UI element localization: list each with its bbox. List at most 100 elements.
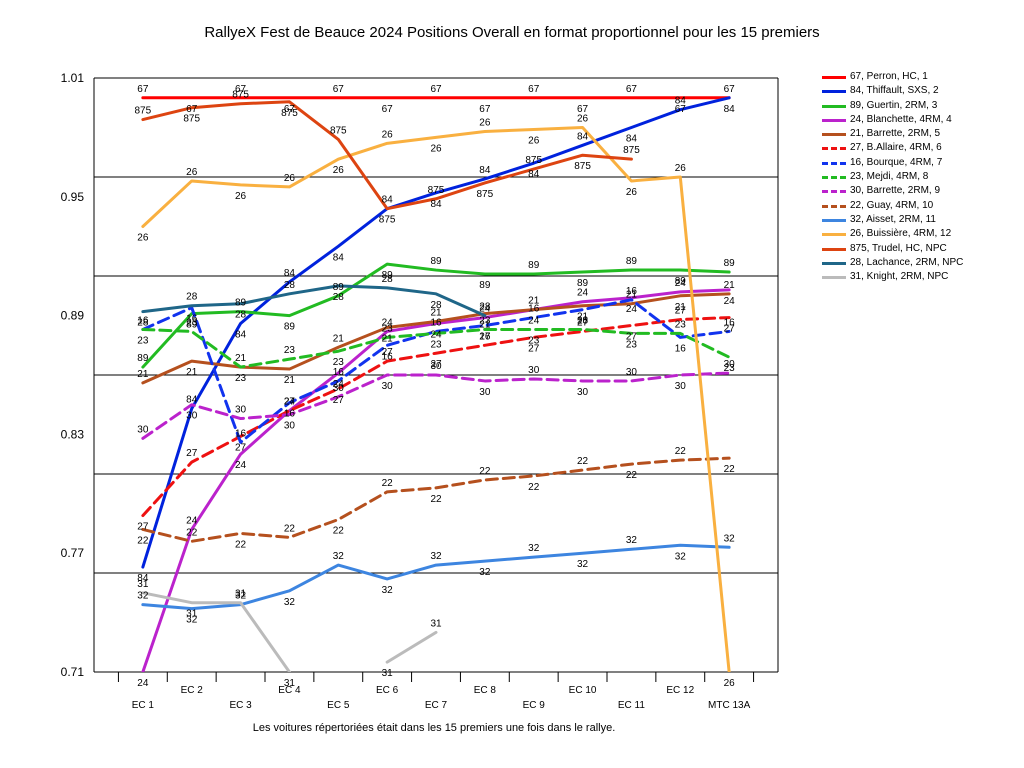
- data-label-32: 32: [186, 615, 198, 626]
- legend-swatch: [822, 204, 846, 208]
- data-label-16: 16: [479, 332, 491, 343]
- data-label-89: 89: [186, 320, 198, 331]
- data-label-32: 32: [724, 533, 736, 544]
- data-label-32: 32: [626, 535, 638, 546]
- data-label-84: 84: [724, 104, 736, 115]
- legend-item: 16, Bourque, 4RM, 7: [822, 156, 1022, 170]
- legend-swatch: [822, 218, 846, 222]
- data-label-26: 26: [528, 135, 540, 146]
- y-tick-label: 0.89: [61, 309, 85, 323]
- data-label-21: 21: [528, 296, 540, 307]
- data-label-28: 28: [382, 274, 394, 285]
- data-label-23: 23: [675, 319, 687, 330]
- data-label-24: 24: [577, 288, 589, 299]
- legend-swatch: [822, 104, 846, 108]
- legend-swatch: [822, 76, 846, 79]
- chart-footnote: Les voitures répertoriées était dans les…: [252, 722, 616, 734]
- data-label-28: 28: [235, 310, 247, 321]
- data-label-22: 22: [382, 478, 394, 489]
- x-tick-label: MTC 13A: [708, 700, 751, 711]
- legend-swatch: [822, 176, 846, 180]
- data-label-22: 22: [235, 539, 247, 550]
- data-label-23: 23: [186, 317, 198, 328]
- y-tick-label: 0.95: [61, 190, 85, 204]
- data-label-30: 30: [137, 424, 149, 435]
- data-label-875: 875: [623, 145, 640, 156]
- data-label-23: 23: [137, 335, 149, 346]
- data-label-16: 16: [333, 367, 345, 378]
- series-line-16: [141, 298, 731, 444]
- x-tick-label: EC 7: [425, 700, 448, 711]
- data-label-30: 30: [528, 365, 540, 376]
- legend-swatch: [822, 90, 846, 94]
- series-line-89: [141, 262, 731, 369]
- data-label-30: 30: [235, 405, 247, 416]
- data-label-23: 23: [235, 373, 247, 384]
- data-label-26: 26: [137, 233, 149, 244]
- data-label-89: 89: [675, 276, 687, 287]
- data-label-27: 27: [577, 317, 589, 328]
- data-label-89: 89: [724, 258, 736, 269]
- chart-title: RallyeX Fest de Beauce 2024 Positions Ov…: [204, 24, 820, 41]
- data-label-30: 30: [577, 387, 589, 398]
- data-label-28: 28: [186, 292, 198, 303]
- data-label-22: 22: [137, 535, 149, 546]
- data-label-89: 89: [235, 298, 247, 309]
- y-tick-label: 1.01: [61, 71, 85, 85]
- legend-label: 22, Guay, 4RM, 10: [850, 199, 934, 211]
- data-label-89: 89: [382, 270, 394, 281]
- data-label-31: 31: [430, 618, 442, 629]
- legend-item: 67, Perron, HC, 1: [822, 70, 1022, 84]
- data-label-27: 27: [430, 359, 442, 370]
- data-label-32: 32: [284, 597, 296, 608]
- legend-swatch: [822, 133, 846, 137]
- legend-swatch: [822, 247, 846, 251]
- data-label-89: 89: [479, 280, 491, 291]
- x-tick-label: EC 5: [327, 700, 350, 711]
- data-label-23: 23: [626, 339, 638, 350]
- x-tick-label: EC 9: [523, 700, 546, 711]
- data-label-28: 28: [430, 300, 442, 311]
- data-label-875: 875: [428, 185, 445, 196]
- series-line-24: [141, 288, 731, 672]
- data-label-27: 27: [186, 448, 198, 459]
- data-label-28: 28: [137, 318, 149, 329]
- series-line-31: [385, 630, 438, 664]
- legend-swatch: [822, 161, 846, 165]
- data-label-23: 23: [528, 335, 540, 346]
- legend-item: 26, Buissière, 4RM, 12: [822, 227, 1022, 241]
- legend-label: 875, Trudel, HC, NPC: [850, 242, 947, 254]
- legend-item: 28, Lachance, 2RM, NPC: [822, 256, 1022, 270]
- data-label-67: 67: [430, 84, 442, 95]
- data-label-26: 26: [577, 114, 589, 125]
- data-label-89: 89: [333, 282, 345, 293]
- data-label-24: 24: [137, 678, 149, 689]
- y-tick-label: 0.83: [61, 427, 85, 441]
- data-label-30: 30: [724, 359, 736, 370]
- data-label-16: 16: [186, 314, 198, 325]
- data-label-32: 32: [528, 543, 540, 554]
- series-line-22: [141, 456, 731, 543]
- legend-label: 89, Guertin, 2RM, 3: [850, 99, 938, 111]
- data-label-875: 875: [183, 114, 200, 125]
- legend-item: 21, Barrette, 2RM, 5: [822, 127, 1022, 141]
- x-tick-label: EC 8: [474, 685, 497, 696]
- legend-label: 23, Mejdi, 4RM, 8: [850, 171, 929, 183]
- data-label-26: 26: [724, 678, 736, 689]
- data-label-84: 84: [430, 199, 442, 210]
- legend-label: 31, Knight, 2RM, NPC: [850, 271, 949, 283]
- data-label-875: 875: [281, 108, 298, 119]
- data-label-26: 26: [430, 143, 442, 154]
- data-label-84: 84: [333, 252, 345, 263]
- data-label-21: 21: [626, 290, 638, 301]
- series-line-26: [141, 126, 731, 672]
- y-tick-label: 0.71: [61, 665, 85, 679]
- data-label-24: 24: [333, 379, 345, 390]
- data-label-32: 32: [333, 551, 345, 562]
- series-line-31: [141, 591, 291, 672]
- data-label-31: 31: [235, 589, 247, 600]
- legend-item: 89, Guertin, 2RM, 3: [822, 99, 1022, 113]
- data-label-28: 28: [479, 302, 491, 313]
- data-label-16: 16: [724, 317, 736, 328]
- legend-label: 27, B.Allaire, 4RM, 6: [850, 142, 942, 154]
